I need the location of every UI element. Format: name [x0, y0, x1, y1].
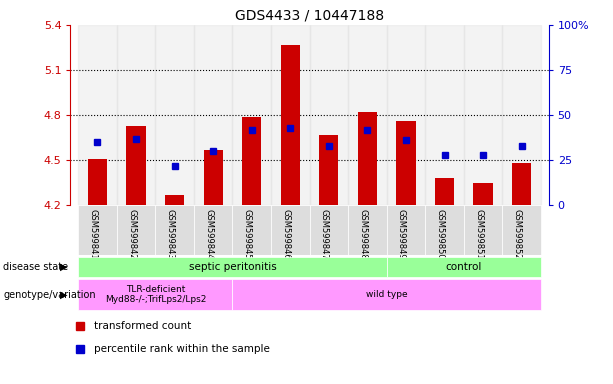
Bar	[281, 45, 300, 205]
Bar	[397, 121, 416, 205]
FancyBboxPatch shape	[116, 205, 155, 255]
FancyBboxPatch shape	[387, 257, 541, 277]
FancyBboxPatch shape	[232, 205, 271, 255]
FancyBboxPatch shape	[387, 205, 425, 255]
Text: GSM599844: GSM599844	[204, 209, 213, 260]
Bar	[204, 150, 223, 205]
FancyBboxPatch shape	[348, 205, 387, 255]
Text: GSM599841: GSM599841	[88, 209, 97, 260]
Bar	[435, 179, 454, 205]
Text: GSM599843: GSM599843	[166, 209, 175, 260]
FancyBboxPatch shape	[78, 257, 387, 277]
Bar	[319, 135, 338, 205]
Text: GSM599847: GSM599847	[320, 209, 329, 260]
FancyBboxPatch shape	[232, 279, 541, 310]
Text: ▶: ▶	[60, 262, 67, 272]
Text: septic peritonitis: septic peritonitis	[189, 262, 276, 272]
Bar	[194, 25, 232, 205]
Text: GSM599852: GSM599852	[512, 209, 522, 260]
Bar	[116, 25, 155, 205]
Text: genotype/variation: genotype/variation	[3, 290, 96, 300]
Bar	[348, 25, 387, 205]
Bar	[155, 25, 194, 205]
Bar	[88, 159, 107, 205]
Bar	[512, 163, 531, 205]
Bar	[165, 195, 185, 205]
Bar	[271, 25, 310, 205]
FancyBboxPatch shape	[503, 205, 541, 255]
FancyBboxPatch shape	[425, 205, 464, 255]
Bar	[503, 25, 541, 205]
Text: transformed count: transformed count	[94, 321, 192, 331]
Bar	[425, 25, 464, 205]
Bar	[242, 117, 261, 205]
Bar	[232, 25, 271, 205]
Text: percentile rank within the sample: percentile rank within the sample	[94, 344, 270, 354]
Title: GDS4433 / 10447188: GDS4433 / 10447188	[235, 8, 384, 22]
FancyBboxPatch shape	[464, 205, 503, 255]
Text: GSM599849: GSM599849	[397, 209, 406, 260]
Bar	[473, 183, 493, 205]
Text: ▶: ▶	[60, 290, 67, 300]
Text: GSM599848: GSM599848	[359, 209, 367, 260]
FancyBboxPatch shape	[78, 279, 232, 310]
FancyBboxPatch shape	[194, 205, 232, 255]
Text: TLR-deficient
Myd88-/-;TrifLps2/Lps2: TLR-deficient Myd88-/-;TrifLps2/Lps2	[105, 285, 206, 305]
Text: GSM599850: GSM599850	[435, 209, 444, 260]
FancyBboxPatch shape	[155, 205, 194, 255]
Text: disease state: disease state	[3, 262, 68, 272]
Text: GSM599846: GSM599846	[281, 209, 291, 260]
Text: GSM599842: GSM599842	[127, 209, 136, 260]
Bar	[310, 25, 348, 205]
Text: GSM599845: GSM599845	[243, 209, 252, 260]
Bar	[464, 25, 503, 205]
Bar	[126, 126, 146, 205]
Bar	[358, 112, 377, 205]
Text: wild type: wild type	[366, 290, 408, 299]
Bar	[387, 25, 425, 205]
FancyBboxPatch shape	[310, 205, 348, 255]
Bar	[78, 25, 116, 205]
Text: control: control	[446, 262, 482, 272]
FancyBboxPatch shape	[78, 205, 116, 255]
FancyBboxPatch shape	[271, 205, 310, 255]
Text: GSM599851: GSM599851	[474, 209, 483, 260]
